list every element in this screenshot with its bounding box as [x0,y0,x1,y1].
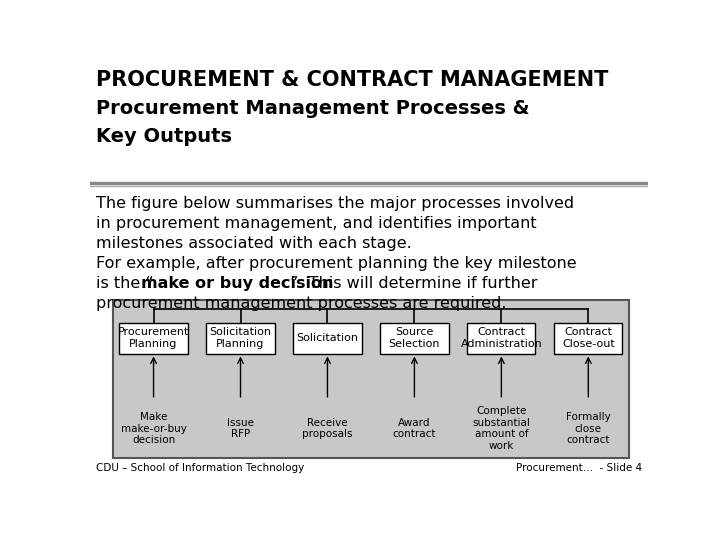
Text: CDU – School of Information Technology: CDU – School of Information Technology [96,463,305,473]
Text: Award
contract: Award contract [392,418,436,440]
Text: is the “: is the “ [96,276,154,291]
Bar [467,323,536,354]
Text: milestones associated with each stage.: milestones associated with each stage. [96,236,412,251]
Bar [207,323,274,354]
Text: Solicitation: Solicitation [297,333,359,343]
Text: Source
Selection: Source Selection [389,327,440,349]
Text: Make
make-or-buy
decision: Make make-or-buy decision [121,412,186,445]
Bar [293,323,361,354]
Text: For example, after procurement planning the key milestone: For example, after procurement planning … [96,256,577,271]
Text: The figure below summarises the major processes involved: The figure below summarises the major pr… [96,195,575,211]
Text: procurement management processes are required.: procurement management processes are req… [96,296,507,311]
Text: Contract
Close-out: Contract Close-out [562,327,615,349]
Text: Formally
close
contract: Formally close contract [566,412,611,445]
Text: Contract
Administration: Contract Administration [461,327,542,349]
Text: make or buy decision: make or buy decision [141,276,333,291]
Text: Receive
proposals: Receive proposals [302,418,353,440]
Text: Solicitation
Planning: Solicitation Planning [210,327,271,349]
Text: Key Outputs: Key Outputs [96,127,232,146]
Bar [554,323,622,354]
Text: PROCUREMENT & CONTRACT MANAGEMENT: PROCUREMENT & CONTRACT MANAGEMENT [96,70,608,90]
Text: Procurement Management Processes &: Procurement Management Processes & [96,99,530,118]
Text: Procurement…  - Slide 4: Procurement… - Slide 4 [516,463,642,473]
Text: Issue
RFP: Issue RFP [227,418,254,440]
Bar [380,323,449,354]
Bar [120,323,188,354]
Bar [113,300,629,457]
Text: in procurement management, and identifies important: in procurement management, and identifie… [96,215,537,231]
Text: Complete
substantial
amount of
work: Complete substantial amount of work [472,406,531,451]
Text: ”. This will determine if further: ”. This will determine if further [290,276,538,291]
Text: Procurement
Planning: Procurement Planning [118,327,189,349]
